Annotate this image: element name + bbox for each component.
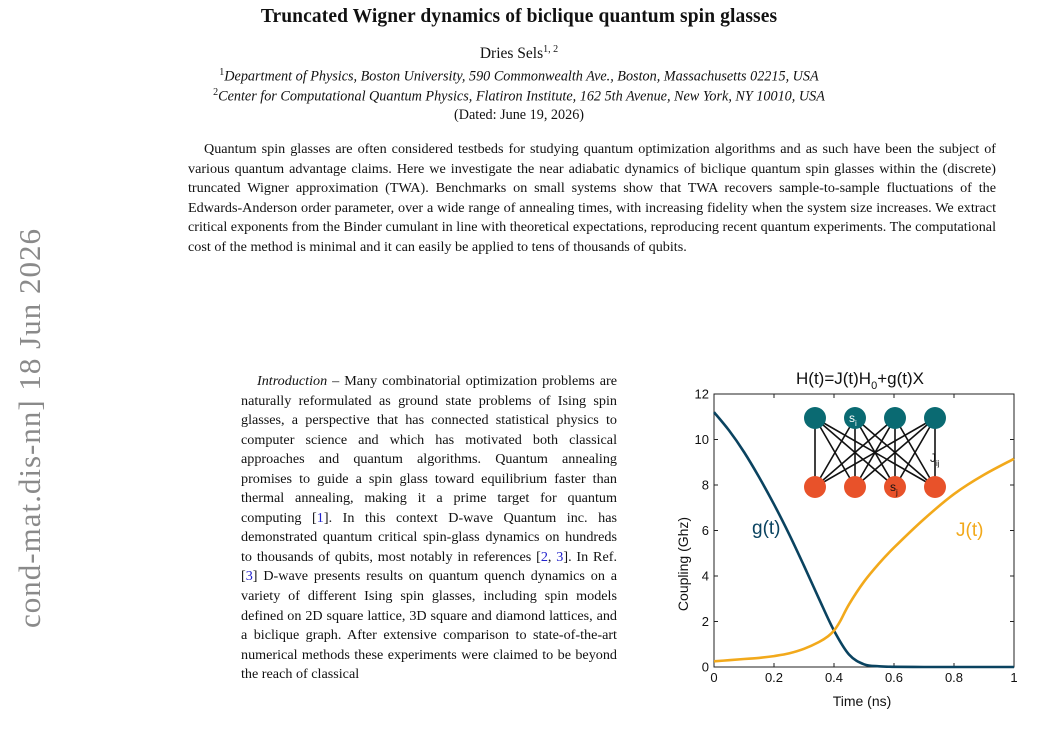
- top-spin-node: [924, 407, 946, 429]
- biclique-inset: si Jij sj: [804, 407, 946, 498]
- paper-title: Truncated Wigner dynamics of biclique qu…: [260, 6, 778, 27]
- biclique-edge: [894, 417, 936, 488]
- top-spin-node: [844, 407, 866, 429]
- intro-text-5: ] D-wave presents results on quantum que…: [241, 568, 617, 683]
- author-name: Dries Sels: [479, 45, 544, 63]
- y-tick-label: 8: [702, 478, 709, 493]
- affiliation-1: 1Department of Physics, Boston Universit…: [0, 67, 1038, 86]
- chart-title: H(t)=J(t)H0+g(t)X: [796, 369, 924, 392]
- author-line: Dries Sels1, 2: [0, 44, 1038, 63]
- biclique-edge: [814, 417, 936, 488]
- citation-link[interactable]: 2: [540, 548, 548, 565]
- biclique-edge: [814, 417, 896, 488]
- y-tick-label: 4: [702, 569, 709, 584]
- intro-text-3: ,: [547, 548, 557, 565]
- inset-label-sj: sj: [890, 480, 898, 497]
- author-affil-marks: 1, 2: [543, 44, 559, 55]
- citation-link[interactable]: 3: [245, 568, 253, 585]
- biclique-edge: [854, 417, 936, 488]
- top-spin-node: [884, 407, 906, 429]
- series-line-j: [713, 457, 1015, 663]
- y-tick-label: 10: [695, 432, 709, 447]
- biclique-edge: [814, 417, 856, 488]
- y-tick-label: 0: [702, 660, 709, 675]
- affiliation-2-text: Center for Computational Quantum Physics…: [218, 88, 825, 105]
- x-tick-label: 0.4: [825, 670, 843, 685]
- intro-heading: Introduction: [257, 373, 328, 389]
- figure-1: H(t)=J(t)H0+g(t)X 0 0.2 0.4 0.6 0.8 1 0 2 4 6 8 10 1…: [660, 364, 1038, 714]
- bottom-spin-node: [844, 476, 866, 498]
- coupling-chart: H(t)=J(t)H0+g(t)X 0 0.2 0.4 0.6 0.8 102468101…: [675, 369, 1018, 709]
- x-tick-label: 0: [710, 670, 717, 685]
- x-tick-label: 1: [1010, 670, 1017, 685]
- affiliation-1-text: Department of Physics, Boston University…: [224, 68, 819, 85]
- x-tick-label: 0.8: [945, 670, 963, 685]
- introduction-paragraph: Introduction – Many combinatorial optimi…: [241, 372, 617, 745]
- chart-series: [713, 411, 1015, 669]
- y-tick-label: 6: [702, 523, 709, 538]
- top-spin-node: [804, 407, 826, 429]
- bottom-spin-node: [804, 476, 826, 498]
- intro-text-4: ]. In Ref. [: [241, 548, 617, 585]
- y-tick-label: 2: [702, 614, 709, 629]
- bottom-spin-node: [884, 476, 906, 498]
- arxiv-identifier: cond-mat.dis-nn] 18 Jun 2026: [12, 228, 47, 628]
- x-tick-label: 0.2: [765, 670, 783, 685]
- x-tick-label: 0.6: [885, 670, 903, 685]
- inset-label-jij: Jij: [930, 451, 940, 468]
- series-label-j: J(t): [956, 520, 983, 541]
- y-tick-label: 12: [695, 387, 709, 402]
- abstract: Quantum spin glasses are often considere…: [188, 141, 996, 255]
- citation-link[interactable]: 3: [556, 548, 564, 565]
- series-label-g: g(t): [752, 518, 781, 539]
- citation-link[interactable]: 1: [316, 509, 324, 526]
- intro-text-2: ]. In this context D-wave Quantum inc. h…: [241, 509, 617, 565]
- affiliation-2: 2Center for Computational Quantum Physic…: [0, 87, 1038, 106]
- affiliation-2-mark: 2: [213, 87, 219, 98]
- x-axis-label: Time (ns): [833, 693, 892, 709]
- bottom-spin-node: [924, 476, 946, 498]
- dated-line: (Dated: June 19, 2026): [453, 107, 585, 123]
- affiliation-1-mark: 1: [219, 67, 225, 78]
- intro-text-1: – Many combinatorial optimization proble…: [241, 373, 617, 526]
- y-axis-label: Coupling (Ghz): [675, 517, 691, 611]
- inset-label-si: si: [849, 411, 857, 428]
